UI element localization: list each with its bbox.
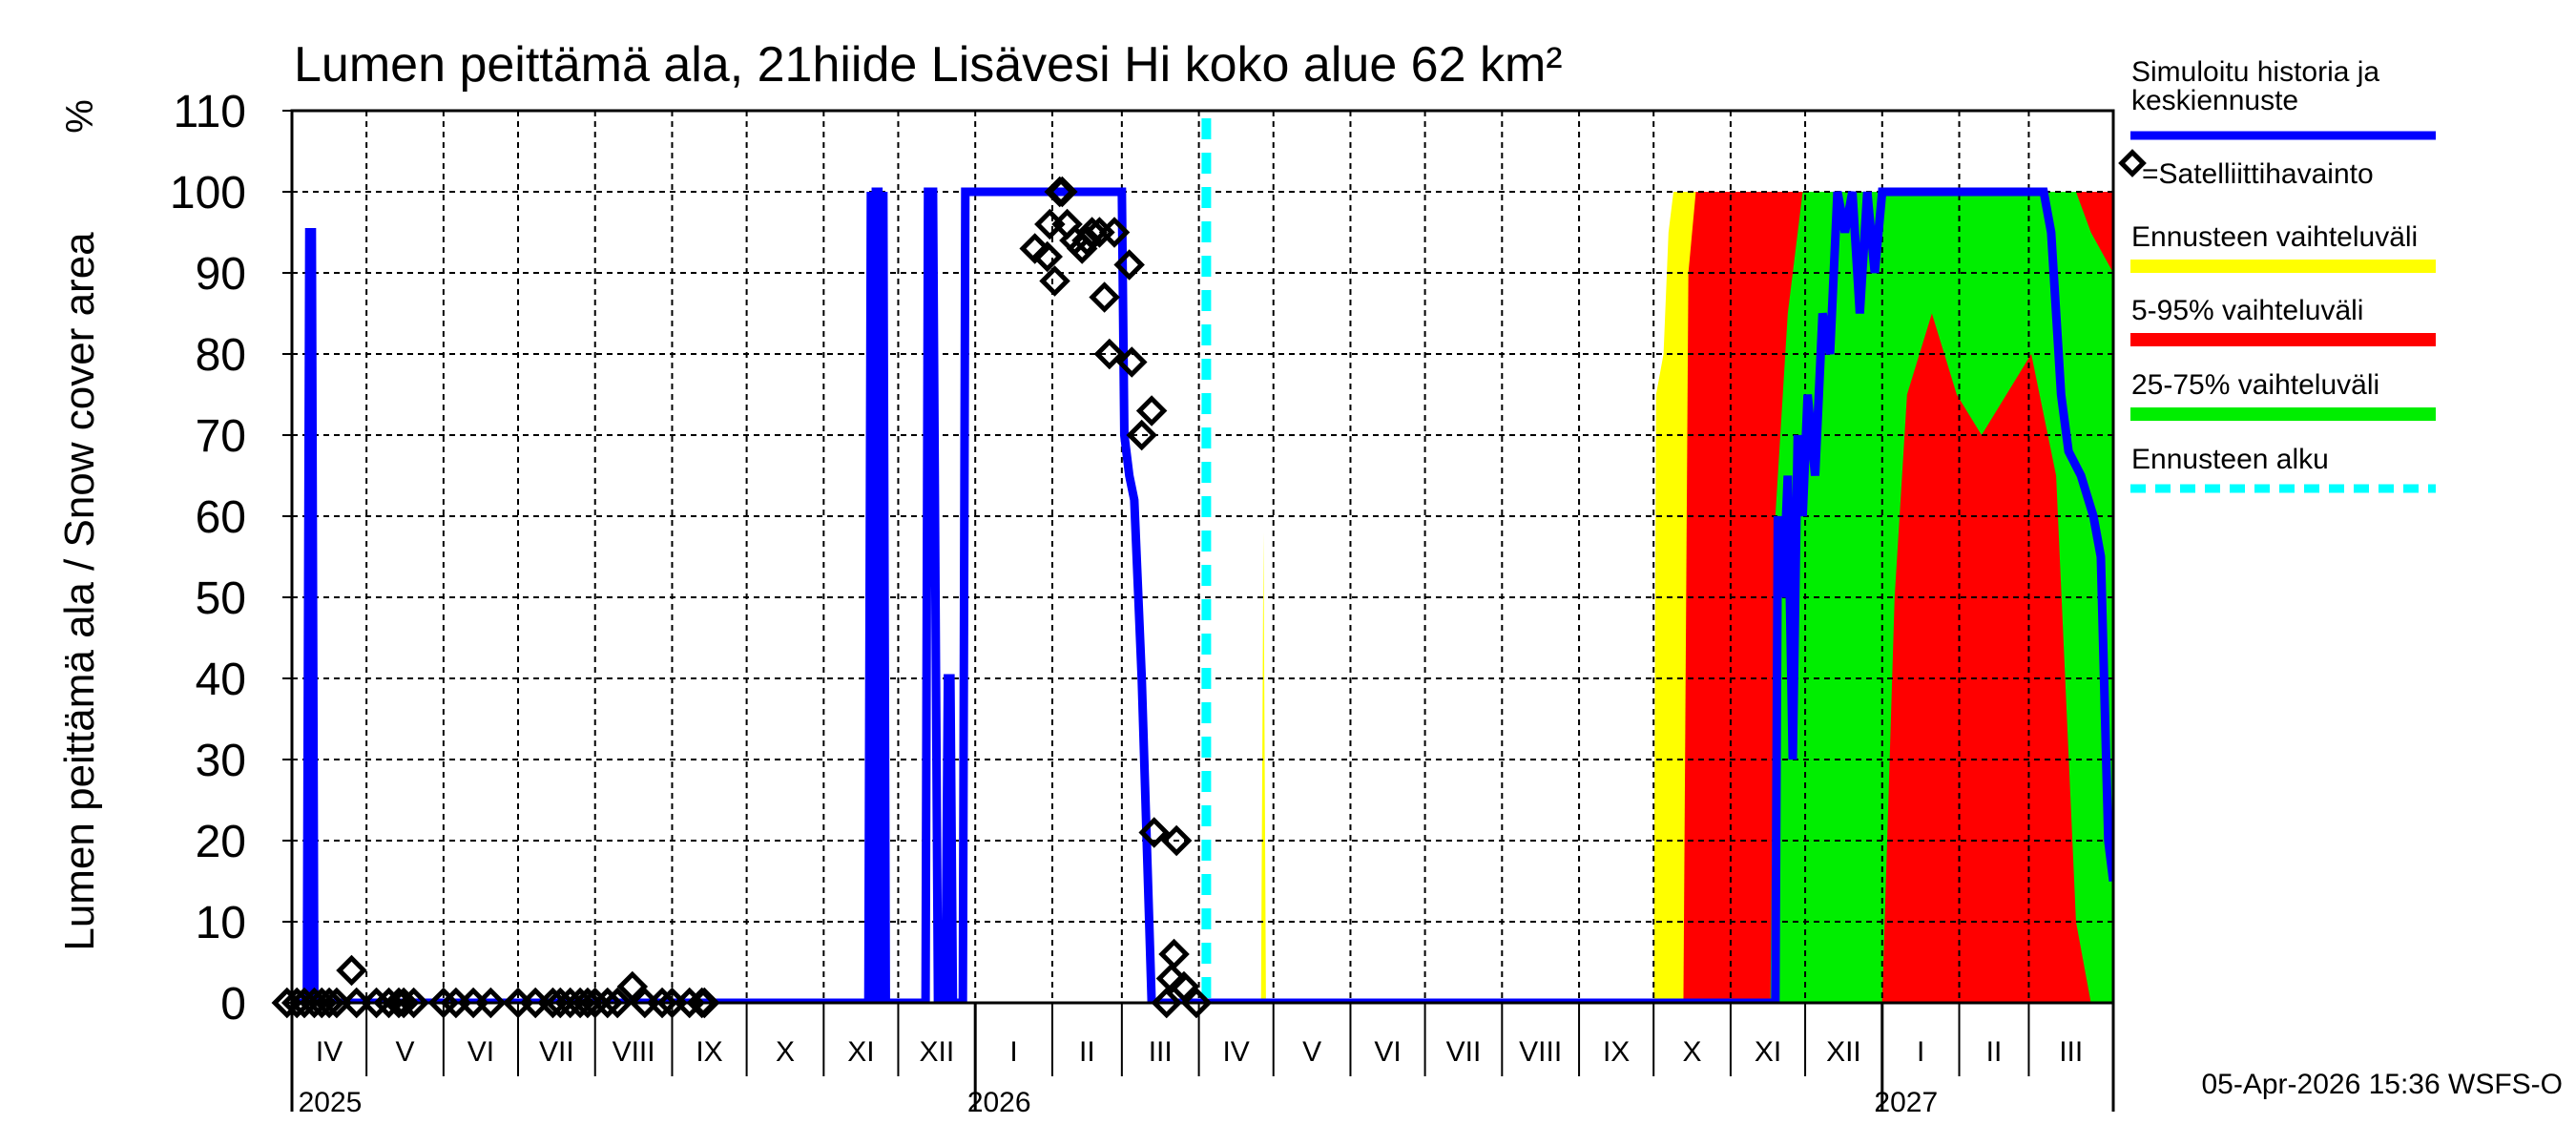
satellite-observation-point — [689, 987, 720, 1019]
plot-frame — [290, 109, 2115, 1005]
satellite-observation-point — [1098, 217, 1131, 248]
y-unit-label: % — [59, 99, 101, 134]
y-tick-label: 100 — [170, 168, 246, 219]
month-label: IX — [1603, 1036, 1630, 1068]
satellite-observation-point — [1138, 817, 1170, 848]
satellite-observation-point — [1031, 240, 1063, 273]
year-label: 2027 — [1874, 1087, 1938, 1118]
month-label: I — [1009, 1036, 1017, 1068]
satellite-observation-point — [440, 987, 472, 1019]
month-label: X — [776, 1036, 795, 1068]
month-label: III — [1149, 1036, 1173, 1068]
month-label: VI — [1374, 1036, 1401, 1068]
satellite-observation-point — [1019, 233, 1050, 264]
legend-forecast-start-label: Ennusteen alku — [2131, 444, 2329, 475]
satellite-observation-point — [1126, 419, 1157, 451]
satellite-observation-point — [629, 987, 661, 1019]
satellite-observation-point — [1116, 346, 1148, 378]
satellite-observation-point — [1039, 265, 1070, 297]
satellite-observation-point — [1047, 176, 1078, 208]
month-label: VIII — [1519, 1036, 1562, 1068]
satellite-observation-point — [1160, 824, 1193, 857]
satellite-observation-point — [601, 987, 634, 1019]
satellite-observation-point — [1158, 938, 1190, 970]
satellite-observation-point — [313, 987, 345, 1019]
satellite-observation-point — [537, 987, 569, 1019]
legend-p5-95-label: 5-95% vaihteluväli — [2131, 295, 2363, 326]
y-tick-label: 80 — [196, 330, 246, 381]
satellite-observation-point — [398, 987, 429, 1019]
y-tick-label: 60 — [196, 492, 246, 543]
month-label: VII — [1446, 1036, 1482, 1068]
y-tick-label: 50 — [196, 573, 246, 624]
satellite-observation-point — [1076, 217, 1108, 248]
month-label: II — [1079, 1036, 1095, 1068]
satellite-observation-point — [1180, 987, 1213, 1019]
legend-range-label: Ennusteen vaihteluväli — [2131, 221, 2418, 253]
y-tick-label: 20 — [196, 817, 246, 867]
month-label: V — [395, 1036, 414, 1068]
y-tick-label: 110 — [173, 87, 246, 137]
satellite-observation-point — [656, 987, 688, 1019]
satellite-observation-point — [321, 987, 353, 1019]
y-tick-label: 90 — [196, 249, 246, 300]
y-tick-label: 70 — [196, 411, 246, 462]
month-label: XII — [1826, 1036, 1861, 1068]
satellite-observation-point — [571, 987, 604, 1019]
satellite-observation-point — [1113, 249, 1145, 281]
legend-observation-label: =Satelliittihavainto — [2142, 158, 2374, 190]
y-tick-label: 0 — [220, 979, 246, 1030]
legend: Simuloitu historia ja keskiennuste =Sate… — [2118, 56, 2436, 493]
month-label: IV — [316, 1036, 343, 1068]
year-label: 2026 — [967, 1087, 1031, 1118]
month-label: II — [1986, 1036, 2003, 1068]
month-label: X — [1683, 1036, 1702, 1068]
chart-title: Lumen peittämä ala, 21hiide Lisävesi Hi … — [294, 37, 1563, 93]
y-tick-label: 40 — [196, 655, 246, 705]
month-label: VII — [539, 1036, 574, 1068]
satellite-observation-point — [1034, 208, 1066, 240]
y-tick-label: 30 — [196, 736, 246, 786]
month-label: VIII — [613, 1036, 655, 1068]
month-label: I — [1917, 1036, 1924, 1068]
month-label: VI — [467, 1036, 494, 1068]
satellite-observation-point — [1135, 395, 1168, 427]
month-label: IV — [1222, 1036, 1249, 1068]
legend-observation-diamond-icon — [2118, 149, 2147, 177]
month-label: IX — [696, 1036, 722, 1068]
satellite-observation-point — [1151, 987, 1183, 1019]
satellite-observation-point — [616, 970, 649, 1003]
satellite-observation-point — [475, 987, 507, 1019]
month-label: XII — [919, 1036, 954, 1068]
band-2 — [1770, 192, 2113, 1003]
satellite-observation-point — [1093, 338, 1126, 370]
satellite-observation-point — [1168, 970, 1200, 1003]
satellite-observation-point — [502, 987, 534, 1019]
satellite-observation-point — [336, 954, 367, 987]
satellite-observation-point — [519, 987, 551, 1019]
month-label: V — [1302, 1036, 1321, 1068]
month-label: XI — [1755, 1036, 1781, 1068]
history-median-line — [292, 187, 2113, 1003]
month-label: III — [2059, 1036, 2083, 1068]
legend-p25-75-label: 25-75% vaihteluväli — [2131, 369, 2379, 401]
y-tick-label: 10 — [196, 898, 246, 948]
year-label: 2025 — [299, 1087, 363, 1118]
month-label: XI — [847, 1036, 874, 1068]
legend-history-label-2: keskiennuste — [2131, 85, 2298, 116]
y-axis-label: Lumen peittämä ala / Snow cover area — [56, 232, 103, 951]
satellite-observation-point — [1155, 963, 1188, 994]
footer-timestamp: 05-Apr-2026 15:36 WSFS-O — [2201, 1069, 2563, 1100]
satellite-observation-point — [457, 987, 489, 1019]
satellite-observation-point — [1089, 281, 1120, 313]
legend-history-label: Simuloitu historia ja — [2131, 56, 2379, 88]
satellite-observation-point — [341, 987, 372, 1019]
